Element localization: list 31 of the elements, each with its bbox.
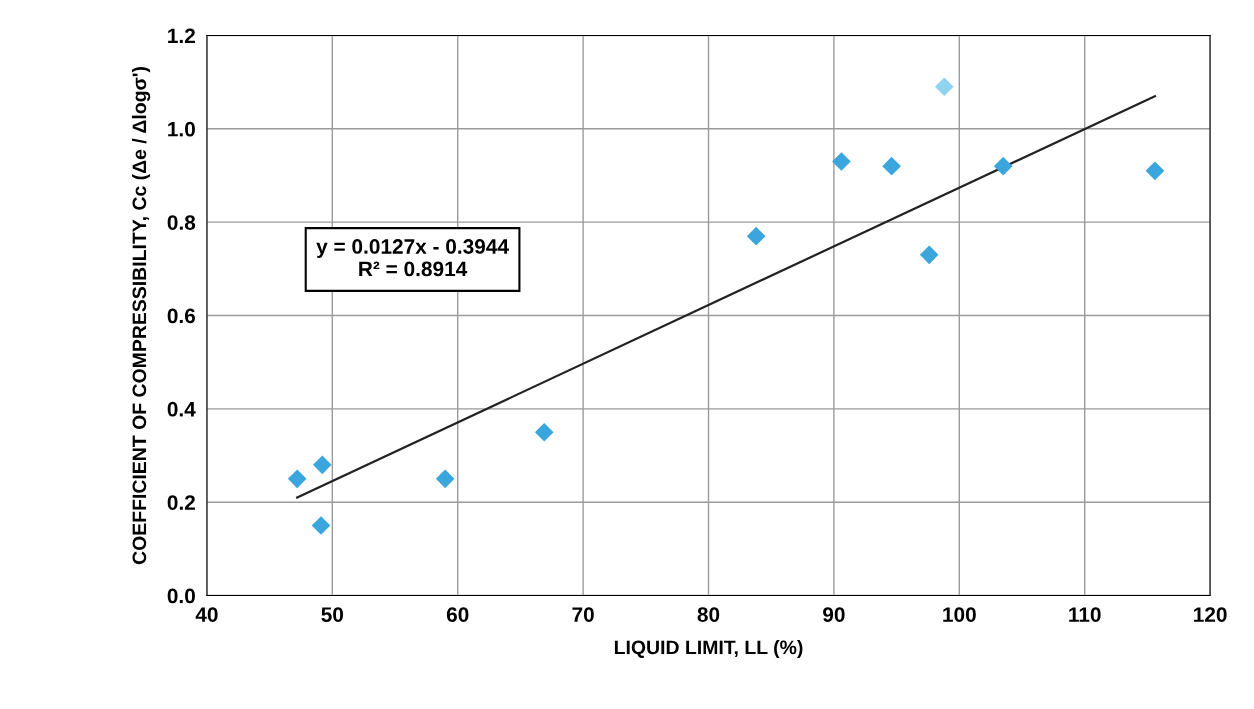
point <box>534 422 554 442</box>
x-tick-label: 120 <box>1194 607 1227 622</box>
y-tick-label: 1.2 <box>168 28 195 43</box>
x-tick-label: 100 <box>943 607 976 622</box>
point <box>993 156 1013 176</box>
point <box>919 245 939 265</box>
x-axis-title: LIQUID LIMIT, LL (%) <box>614 639 803 659</box>
x-tick-label: 70 <box>572 607 594 622</box>
point <box>832 152 851 171</box>
x-tick-label: 50 <box>321 607 344 622</box>
y-tick-label: 0.4 <box>167 401 196 417</box>
y-tick-label: 0.2 <box>167 495 195 510</box>
annotation: y = 0.0127x - 0.3944 R² = 0.8914 <box>316 239 509 277</box>
x-tick-label: 80 <box>697 607 720 622</box>
point <box>882 156 901 176</box>
point <box>934 77 954 97</box>
x-tick-label: 90 <box>823 607 845 622</box>
point <box>311 516 331 535</box>
point <box>435 469 455 489</box>
x-tick-label: 60 <box>446 607 469 622</box>
point <box>746 226 766 246</box>
y-tick-label: 0.8 <box>167 215 196 230</box>
y-tick-label: 1.0 <box>168 121 195 137</box>
y-tick-label: 0.6 <box>167 308 196 324</box>
y-tick-label: 0.0 <box>167 588 195 604</box>
x-tick-label: 40 <box>195 607 218 622</box>
y-axis-title: COEFFICIENT OF COMPRESSIBILITY, Cc (Δe / Δlogσ') <box>131 67 151 565</box>
x-tick-label: 110 <box>1069 607 1101 622</box>
point <box>1145 161 1165 181</box>
point <box>312 455 332 475</box>
point <box>287 469 307 489</box>
